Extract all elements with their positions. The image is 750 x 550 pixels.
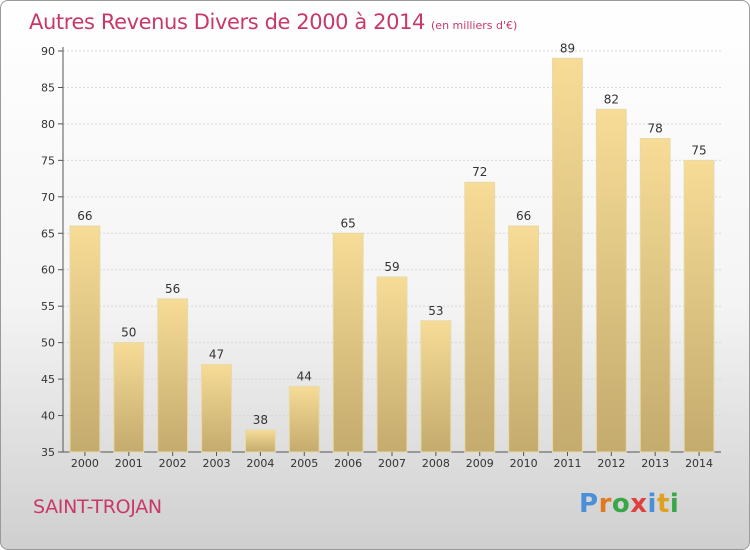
logo-letter: o bbox=[611, 489, 631, 519]
bar-value-label: 53 bbox=[428, 304, 443, 318]
logo-letter: i bbox=[647, 489, 657, 519]
y-tick-label: 45 bbox=[41, 373, 55, 386]
logo-letter: i bbox=[669, 489, 680, 519]
bar-value-label: 65 bbox=[340, 216, 355, 230]
bar bbox=[552, 57, 583, 453]
bar-value-label: 89 bbox=[560, 41, 575, 55]
bar bbox=[683, 159, 715, 453]
bar-value-label: 75 bbox=[691, 143, 706, 157]
data-labels: 66 50 56 47 38 44 65 59 53 72 66 89 82 78 75 bbox=[77, 41, 706, 427]
x-tick-label: 2010 bbox=[510, 457, 538, 470]
y-tick-label: 60 bbox=[41, 264, 55, 277]
bar-value-label: 66 bbox=[77, 209, 92, 223]
bar-value-label: 50 bbox=[121, 326, 136, 340]
bar bbox=[639, 137, 671, 453]
bar bbox=[376, 276, 408, 453]
bar bbox=[332, 232, 364, 453]
x-tick-label: 2003 bbox=[203, 457, 231, 470]
x-tick-label: 2007 bbox=[378, 457, 406, 470]
bar-value-label: 56 bbox=[165, 282, 180, 296]
logo-letter: r bbox=[598, 489, 612, 519]
chart-title: Autres Revenus Divers de 2000 à 2014 (en … bbox=[29, 10, 518, 34]
bar bbox=[464, 181, 496, 453]
bar bbox=[157, 298, 189, 453]
bar-value-label: 44 bbox=[297, 369, 312, 383]
bar bbox=[508, 225, 540, 453]
bar bbox=[69, 225, 101, 453]
x-tick-label: 2009 bbox=[466, 457, 494, 470]
x-tick-label: 2012 bbox=[597, 457, 625, 470]
y-tick-label: 40 bbox=[41, 410, 55, 423]
y-tick-label: 50 bbox=[41, 337, 55, 350]
bar bbox=[244, 429, 276, 453]
bar bbox=[420, 320, 452, 453]
x-tick-label: 2000 bbox=[71, 457, 99, 470]
bar-value-label: 78 bbox=[648, 121, 663, 135]
bar-value-label: 38 bbox=[253, 413, 268, 427]
bar bbox=[595, 108, 627, 453]
y-tick-label: 90 bbox=[41, 45, 55, 58]
bars bbox=[69, 57, 715, 453]
y-tick-label: 80 bbox=[41, 118, 55, 131]
y-tick-label: 65 bbox=[41, 227, 55, 240]
x-tick-label: 2005 bbox=[290, 457, 318, 470]
bar bbox=[113, 342, 145, 453]
y-tick-label: 85 bbox=[41, 81, 55, 94]
chart-subtitle: (en milliers d'€) bbox=[431, 19, 518, 32]
x-tick-label: 2001 bbox=[115, 457, 143, 470]
y-tick-label: 75 bbox=[41, 154, 55, 167]
x-tick-label: 2002 bbox=[159, 457, 187, 470]
y-tick-labels: 35 40 45 50 55 60 65 70 75 80 85 90 bbox=[41, 45, 55, 459]
bar-value-label: 66 bbox=[516, 209, 531, 223]
bar-value-label: 47 bbox=[209, 348, 224, 362]
y-tick-label: 70 bbox=[41, 191, 55, 204]
x-tick-label: 2008 bbox=[422, 457, 450, 470]
x-tick-label: 2011 bbox=[553, 457, 581, 470]
y-tick-label: 35 bbox=[41, 446, 55, 459]
logo-letter: P bbox=[579, 489, 599, 519]
city-name: SAINT-TROJAN bbox=[33, 496, 162, 518]
logo-letter: x bbox=[630, 489, 648, 519]
proxiti-logo: Proxiti bbox=[579, 489, 679, 519]
logo-letter: t bbox=[656, 489, 670, 519]
x-tick-label: 2014 bbox=[685, 457, 713, 470]
x-tick-label: 2006 bbox=[334, 457, 362, 470]
y-tick-label: 55 bbox=[41, 300, 55, 313]
x-tick-label: 2004 bbox=[246, 457, 274, 470]
bar bbox=[288, 385, 320, 453]
x-tick-label: 2013 bbox=[641, 457, 669, 470]
bar-value-label: 59 bbox=[384, 260, 399, 274]
x-tick-labels: 2000 2001 2002 2003 2004 2005 2006 2007 2008 2009… bbox=[71, 452, 713, 470]
bar-value-label: 72 bbox=[472, 165, 487, 179]
bar bbox=[201, 364, 232, 453]
bar-value-label: 82 bbox=[604, 92, 619, 106]
